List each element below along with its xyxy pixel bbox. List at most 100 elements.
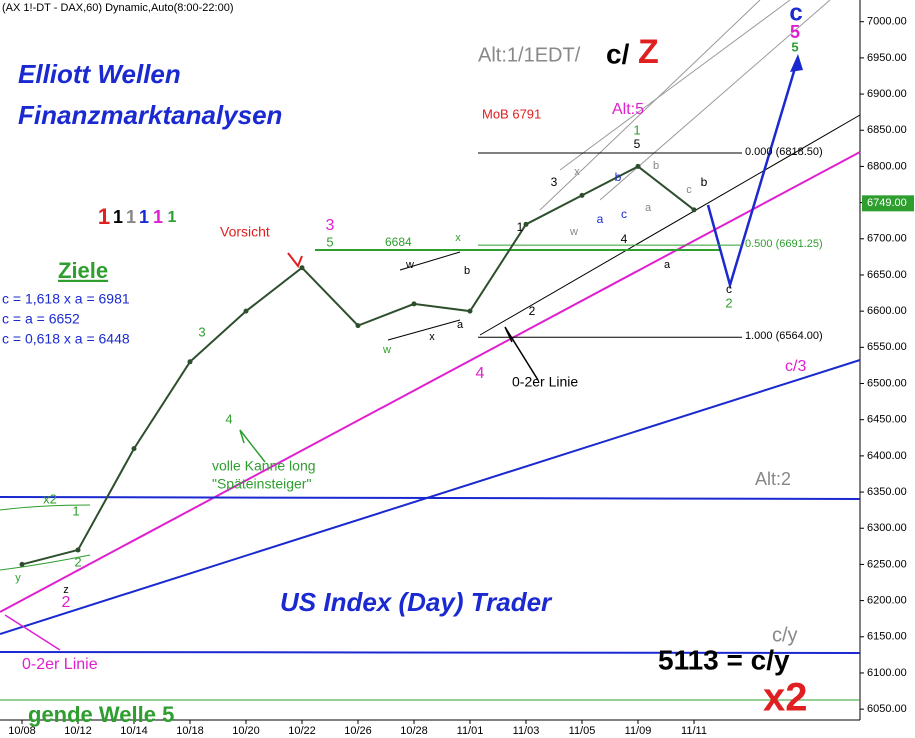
x-tick-label: 11/03: [513, 725, 540, 737]
annotation: c = a = 6652: [2, 311, 80, 327]
wave-label: b: [653, 160, 659, 172]
wave-label: c: [789, 0, 802, 26]
x-tick-label: 10/28: [400, 725, 428, 737]
wave-label: x: [429, 331, 435, 343]
price-point: [635, 163, 641, 169]
y-tick-label: 6650.00: [867, 269, 907, 281]
support-line: [0, 496, 861, 500]
channel-line: [387, 319, 461, 341]
channel-line: [539, 0, 761, 211]
wave-label: 2: [529, 304, 536, 318]
price-point: [411, 301, 417, 307]
y-tick-label: 6200.00: [867, 595, 907, 607]
price-point: [131, 446, 137, 452]
y-tick-label: 6400.00: [867, 450, 907, 462]
price-point: [579, 192, 585, 198]
wave-label: x2: [43, 491, 57, 506]
wave-label: 4: [476, 365, 485, 382]
y-tick-label: 6950.00: [867, 52, 907, 64]
y-tick-label: 6150.00: [867, 631, 907, 643]
wave-label: y: [15, 572, 21, 584]
price-point: [19, 561, 25, 567]
price-point: [75, 547, 81, 553]
channel-line: [0, 504, 91, 571]
channel-line: [479, 114, 861, 336]
wave-label: b: [701, 175, 708, 189]
price-point: [355, 323, 361, 329]
arrow: [4, 614, 61, 651]
wave-label: 5: [790, 22, 800, 42]
last-price-box: [862, 195, 914, 212]
annotation: US Index (Day) Trader: [280, 587, 553, 617]
wave-label: z: [63, 584, 69, 596]
annotation: Elliott Wellen: [18, 59, 181, 89]
annotation: Ziele: [58, 258, 108, 283]
wave-label: 1: [517, 220, 524, 234]
y-tick-label: 6800.00: [867, 160, 907, 172]
wave-label: b: [615, 170, 622, 184]
fib-label: 1.000 (6564.00): [745, 330, 823, 342]
last-price-label: 6749.00: [867, 197, 907, 209]
y-tick-label: 6050.00: [867, 703, 907, 715]
price-point: [523, 221, 529, 227]
x-tick-label: 10/12: [64, 725, 92, 737]
wave-label: 5: [326, 234, 333, 249]
fib-label: 0.500 (6691.25): [745, 238, 823, 250]
arrow: [239, 429, 266, 463]
wave-label: 1: [153, 207, 163, 227]
wave-label: 1: [98, 204, 110, 229]
arrow: [287, 252, 303, 269]
annotation: gende Welle 5: [28, 702, 174, 727]
y-tick-label: 6600.00: [867, 305, 907, 317]
annotation: x2: [763, 676, 808, 720]
price-point: [691, 207, 697, 213]
x-tick-label: 11/09: [625, 725, 652, 737]
x-tick-label: 10/18: [176, 725, 204, 737]
trend-line: [0, 151, 861, 613]
y-tick-label: 6450.00: [867, 414, 907, 426]
wave-label: 1: [126, 207, 136, 227]
annotation: Alt:2: [755, 469, 791, 489]
wave-label: a: [645, 202, 652, 214]
wave-label: a: [597, 212, 604, 226]
annotation: Z: [638, 33, 659, 71]
wave-label: 3: [551, 175, 558, 189]
wave-label: 1: [168, 209, 177, 226]
annotation: c = 0,618 x a = 6448: [2, 331, 130, 347]
wave-label: 2: [725, 295, 732, 310]
wave-label: c: [686, 184, 692, 196]
y-tick-label: 6100.00: [867, 667, 907, 679]
y-tick-label: 7000.00: [867, 16, 907, 28]
wave-label: 5: [791, 39, 798, 54]
fib-label: 0.000 (6818.50): [745, 146, 823, 158]
price-point: [299, 265, 305, 271]
wave-label: w: [405, 259, 414, 271]
wave-label: 4: [225, 411, 232, 426]
wave-label: c: [726, 282, 732, 296]
wave-label: x: [455, 232, 461, 244]
x-tick-label: 10/22: [288, 725, 316, 737]
wave-label: 5: [634, 137, 641, 151]
channel-line: [399, 251, 461, 271]
annotation: MoB 6791: [482, 106, 541, 121]
y-tick-label: 6250.00: [867, 558, 907, 570]
annotation: c = 1,618 x a = 6981: [2, 291, 130, 307]
annotation: "Späteinsteiger": [212, 476, 311, 492]
price-point: [187, 359, 193, 365]
arrow-head: [790, 54, 803, 72]
channel-line: [559, 0, 791, 171]
x-tick-label: 11/05: [569, 725, 596, 737]
annotation: Alt:5: [612, 101, 644, 118]
x-tick-label: 11/11: [681, 725, 707, 737]
wave-label: 1: [139, 207, 149, 227]
annotation: 6684: [385, 235, 412, 249]
annotation: Finanzmarktanalysen: [18, 100, 282, 130]
header: (AX 1!-DT - DAX,60) Dynamic,Auto(8:00-22…: [2, 2, 234, 14]
wave-label: 1: [633, 122, 640, 137]
x-tick-label: 11/01: [457, 725, 484, 737]
y-tick-label: 6350.00: [867, 486, 907, 498]
wave-label: 2: [62, 594, 71, 611]
wave-label: c: [621, 207, 627, 221]
